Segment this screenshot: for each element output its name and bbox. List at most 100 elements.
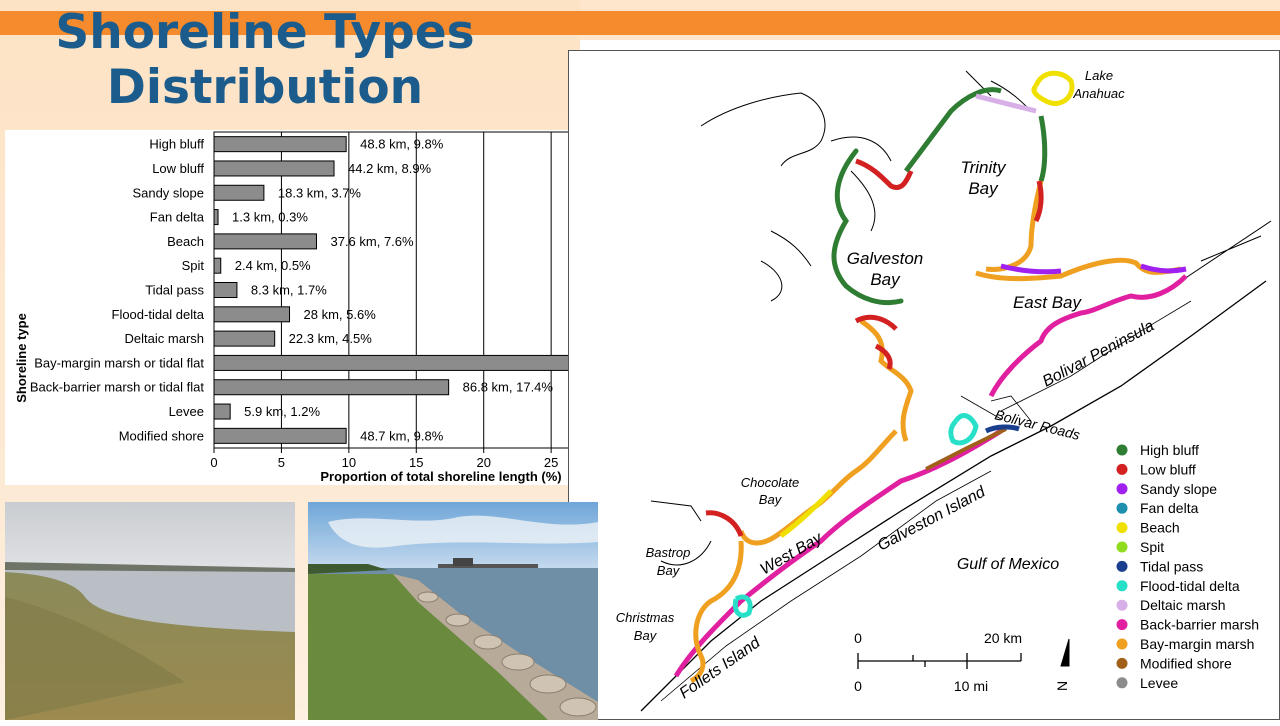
shoreline-east-bay [975, 257, 1182, 282]
shoreline-lake-anahuac [1031, 70, 1075, 106]
legend-swatch [1116, 619, 1128, 631]
north-arrow-icon [1060, 638, 1070, 667]
bar [213, 233, 317, 250]
label-west-bay: West Bay [758, 529, 826, 578]
shoreline-west-beach [779, 489, 833, 538]
data-label: 86.8 km, 17.4% [463, 380, 554, 395]
legend-swatch [1116, 444, 1128, 456]
y-axis-title: Shoreline type [14, 313, 29, 403]
photo-marsh-shoreline [5, 502, 295, 720]
bar [213, 403, 231, 420]
shoreline-bastrop [689, 540, 744, 684]
data-label: 22.3 km, 4.5% [289, 331, 373, 346]
map-labels: Lake Anahuac Trinity Bay Galveston Bay E… [616, 68, 1157, 702]
scale-mi-label: 10 mi [954, 678, 988, 694]
data-label: 18.3 km, 3.7% [278, 185, 362, 200]
legend-swatch [1116, 522, 1128, 534]
legend-swatch [1116, 483, 1128, 495]
y-tick-label: High bluff [149, 137, 204, 152]
shoreline-trinity [903, 87, 1048, 182]
legend-label: Tidal pass [1140, 558, 1203, 574]
bar [213, 330, 276, 347]
y-tick-label: Spit [182, 258, 205, 273]
photo-marsh-image [5, 502, 295, 720]
legend-swatch [1116, 560, 1128, 572]
shoreline-trinity-bluff [1033, 180, 1044, 223]
map-svg: Lake Anahuac Trinity Bay Galveston Bay E… [616, 68, 1272, 712]
bar [213, 257, 222, 274]
label-bastrop-1: Bastrop [646, 545, 691, 560]
data-label: 48.8 km, 9.8% [360, 137, 444, 152]
north-arrow: N [1054, 638, 1070, 691]
y-tick-label: Low bluff [152, 161, 204, 176]
y-tick-label: Deltaic marsh [125, 331, 204, 346]
legend-swatch [1116, 657, 1128, 669]
label-east-bay: East Bay [1013, 293, 1083, 312]
legend-label: Spit [1140, 539, 1164, 555]
shoreline-deltaic [975, 93, 1037, 114]
title-line-2: Distribution [106, 60, 424, 115]
bar [213, 184, 265, 201]
x-tick-label: 15 [409, 455, 423, 470]
bar [213, 209, 219, 226]
x-tick-label: 0 [210, 455, 217, 470]
legend-label: Deltaic marsh [1140, 597, 1226, 613]
data-label: 2.4 km, 0.5% [235, 258, 311, 273]
bar [213, 136, 347, 153]
label-follets: Follets Island [677, 634, 765, 703]
legend-label: Low bluff [1140, 461, 1196, 477]
shoreline-chocolate [705, 510, 744, 537]
scale-km-label: 20 km [984, 630, 1022, 646]
bar [213, 379, 450, 396]
label-gulf: Gulf of Mexico [957, 556, 1059, 573]
x-tick-label: 10 [342, 455, 356, 470]
map-legend: High bluff Low bluff Sandy slope Fan delta B… [1116, 442, 1259, 691]
bar [213, 282, 238, 298]
bar [213, 354, 609, 371]
legend-swatch [1116, 580, 1128, 592]
legend-swatch [1116, 638, 1128, 650]
bar [213, 427, 347, 444]
shoreline-flood-tidal [732, 413, 979, 618]
legend-label: Modified shore [1140, 655, 1232, 671]
label-lake-2: Anahuac [1072, 86, 1125, 101]
label-bolivar-roads: Bolivar Roads [993, 406, 1081, 443]
scale-bar: 0 20 km 0 10 mi [854, 630, 1022, 694]
y-tick-label: Tidal pass [145, 283, 204, 298]
legend-label: Flood-tidal delta [1140, 578, 1240, 594]
legend-label: Beach [1140, 520, 1180, 536]
shoreline-galveston-island [673, 428, 1003, 678]
bar [213, 160, 335, 177]
photo-riprap-image [308, 502, 598, 720]
data-label: 5.9 km, 1.2% [244, 404, 320, 419]
shoreline-bay-margin-1 [859, 318, 914, 442]
y-tick-label: Fan delta [150, 210, 205, 225]
y-tick-label: Levee [169, 404, 204, 419]
scale-mi-zero: 0 [854, 678, 862, 694]
legend-label: Fan delta [1140, 500, 1199, 516]
legend-label: Bay-margin marsh [1140, 636, 1254, 652]
slide-title: Shoreline Types Distribution [0, 5, 530, 115]
legend-label: Back-barrier marsh [1140, 617, 1259, 633]
label-galveston-1: Galveston [847, 249, 924, 268]
y-tick-label: Modified shore [119, 428, 204, 443]
legend-label: Levee [1140, 675, 1178, 691]
shoreline-map: Lake Anahuac Trinity Bay Galveston Bay E… [568, 50, 1280, 720]
data-label: 44.2 km, 8.9% [348, 161, 432, 176]
y-tick-label: Flood-tidal delta [112, 307, 205, 322]
label-chocolate-2: Bay [759, 492, 783, 507]
label-christmas-1: Christmas [616, 610, 675, 625]
label-galveston-2: Bay [870, 270, 901, 289]
y-tick-label: Back-barrier marsh or tidal flat [30, 380, 204, 395]
legend-swatch [1116, 599, 1128, 611]
scale-km-zero: 0 [854, 630, 862, 646]
legend-label: Sandy slope [1140, 481, 1217, 497]
x-axis-title: Proportion of total shoreline length (%) [320, 469, 561, 484]
y-tick-label: Sandy slope [132, 185, 204, 200]
x-tick-label: 20 [476, 455, 490, 470]
legend-swatch [1116, 463, 1128, 475]
north-label: N [1054, 681, 1070, 691]
shoreline-low-bluff-2 [855, 158, 914, 190]
title-line-1: Shoreline Types [55, 5, 475, 60]
shoreline-low-bluff-1 [854, 314, 898, 370]
